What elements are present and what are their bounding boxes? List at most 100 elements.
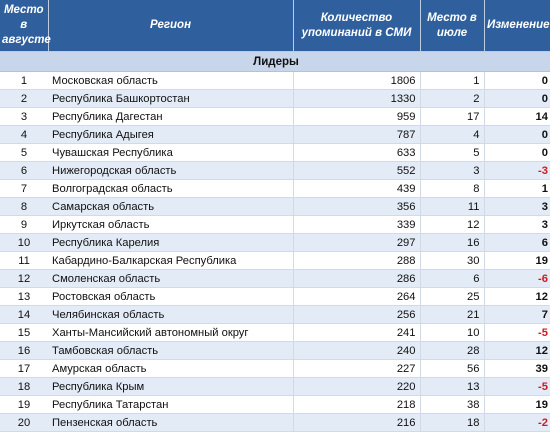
cell-change: 19	[483, 395, 550, 414]
cell-rank-july: 16	[419, 233, 484, 252]
cell-rank-august: 16	[0, 341, 48, 360]
cell-change: -6	[483, 269, 550, 288]
cell-rank-august: 8	[0, 197, 48, 216]
cell-rank-august: 10	[0, 233, 48, 252]
cell-rank-august: 4	[0, 125, 48, 144]
table-row[interactable]: 16 Тамбовская область 240 28 12	[0, 341, 550, 360]
cell-change: -2	[483, 413, 550, 432]
cell-rank-august: 13	[0, 287, 48, 306]
table-body: Лидеры 1 Московская область 1806 1 0 2 Республ…	[0, 51, 550, 432]
cell-rank-july: 56	[419, 359, 484, 378]
cell-change: 0	[483, 89, 550, 108]
cell-rank-august: 5	[0, 143, 48, 162]
table-row[interactable]: 4 Республика Адыгея 787 4 0	[0, 125, 550, 144]
cell-rank-august: 9	[0, 215, 48, 234]
cell-region: Нижегородская область	[48, 161, 293, 180]
cell-rank-july: 13	[419, 377, 484, 396]
cell-rank-july: 25	[419, 287, 484, 306]
cell-change: 3	[483, 215, 550, 234]
cell-region: Московская область	[48, 71, 293, 90]
cell-mentions: 297	[292, 233, 420, 252]
cell-change: 12	[483, 287, 550, 306]
cell-region: Тамбовская область	[48, 341, 293, 360]
cell-rank-july: 10	[419, 323, 484, 342]
table-row[interactable]: 20 Пензенская область 216 18 -2	[0, 413, 550, 432]
cell-mentions: 256	[292, 305, 420, 324]
table-row[interactable]: 19 Республика Татарстан 218 38 19	[0, 395, 550, 414]
cell-change: -5	[483, 323, 550, 342]
header-change[interactable]: Изменение	[484, 0, 550, 52]
cell-region: Республика Башкортостан	[48, 89, 293, 108]
cell-rank-august: 3	[0, 107, 48, 126]
cell-mentions: 439	[292, 179, 420, 198]
table-row[interactable]: 13 Ростовская область 264 25 12	[0, 287, 550, 306]
cell-change: 0	[483, 143, 550, 162]
table-row[interactable]: 9 Иркутская область 339 12 3	[0, 215, 550, 234]
cell-region: Республика Карелия	[48, 233, 293, 252]
cell-rank-july: 1	[419, 71, 484, 90]
cell-rank-july: 12	[419, 215, 484, 234]
cell-region: Ростовская область	[48, 287, 293, 306]
cell-rank-august: 7	[0, 179, 48, 198]
cell-rank-august: 1	[0, 71, 48, 90]
cell-region: Иркутская область	[48, 215, 293, 234]
table-row[interactable]: 3 Республика Дагестан 959 17 14	[0, 107, 550, 126]
table-header: Место в августе Регион Количество упомин…	[0, 0, 550, 52]
cell-region: Кабардино-Балкарская Республика	[48, 251, 293, 270]
header-rank-july[interactable]: Место в июле	[420, 0, 485, 52]
cell-rank-july: 38	[419, 395, 484, 414]
cell-mentions: 286	[292, 269, 420, 288]
cell-region: Республика Крым	[48, 377, 293, 396]
cell-mentions: 633	[292, 143, 420, 162]
cell-rank-august: 15	[0, 323, 48, 342]
table-row[interactable]: 6 Нижегородская область 552 3 -3	[0, 161, 550, 180]
cell-mentions: 552	[292, 161, 420, 180]
header-mentions[interactable]: Количество упоминаний в СМИ	[293, 0, 421, 52]
cell-rank-july: 18	[419, 413, 484, 432]
header-region[interactable]: Регион	[48, 0, 294, 52]
table-row[interactable]: 11 Кабардино-Балкарская Республика 288 30 19	[0, 251, 550, 270]
cell-region: Челябинская область	[48, 305, 293, 324]
table-row[interactable]: 10 Республика Карелия 297 16 6	[0, 233, 550, 252]
cell-rank-august: 18	[0, 377, 48, 396]
table-row[interactable]: 2 Республика Башкортостан 1330 2 0	[0, 89, 550, 108]
cell-region: Амурская область	[48, 359, 293, 378]
cell-mentions: 1330	[292, 89, 420, 108]
cell-rank-july: 30	[419, 251, 484, 270]
table-row[interactable]: 14 Челябинская область 256 21 7	[0, 305, 550, 324]
cell-rank-august: 14	[0, 305, 48, 324]
table-row[interactable]: 17 Амурская область 227 56 39	[0, 359, 550, 378]
cell-change: -3	[483, 161, 550, 180]
cell-change: 1	[483, 179, 550, 198]
cell-change: 12	[483, 341, 550, 360]
cell-change: 6	[483, 233, 550, 252]
cell-change: 14	[483, 107, 550, 126]
section-row-leaders: Лидеры	[0, 51, 550, 72]
cell-rank-july: 5	[419, 143, 484, 162]
cell-change: 19	[483, 251, 550, 270]
cell-change: 0	[483, 125, 550, 144]
cell-rank-july: 4	[419, 125, 484, 144]
cell-rank-july: 8	[419, 179, 484, 198]
cell-change: 39	[483, 359, 550, 378]
cell-mentions: 339	[292, 215, 420, 234]
cell-region: Смоленская область	[48, 269, 293, 288]
header-rank-august[interactable]: Место в августе	[0, 0, 51, 52]
table-row[interactable]: 15 Ханты-Мансийский автономный округ 241 10…	[0, 323, 550, 342]
cell-rank-august: 11	[0, 251, 48, 270]
cell-region: Чувашская Республика	[48, 143, 293, 162]
cell-rank-august: 19	[0, 395, 48, 414]
table-row[interactable]: 1 Московская область 1806 1 0	[0, 71, 550, 90]
table-row[interactable]: 7 Волгоградская область 439 8 1	[0, 179, 550, 198]
table-row[interactable]: 12 Смоленская область 286 6 -6	[0, 269, 550, 288]
table-row[interactable]: 5 Чувашская Республика 633 5 0	[0, 143, 550, 162]
cell-mentions: 241	[292, 323, 420, 342]
cell-rank-july: 17	[419, 107, 484, 126]
cell-mentions: 227	[292, 359, 420, 378]
table-row[interactable]: 8 Самарская область 356 11 3	[0, 197, 550, 216]
table-row[interactable]: 18 Республика Крым 220 13 -5	[0, 377, 550, 396]
cell-change: 0	[483, 71, 550, 90]
cell-rank-august: 20	[0, 413, 48, 432]
